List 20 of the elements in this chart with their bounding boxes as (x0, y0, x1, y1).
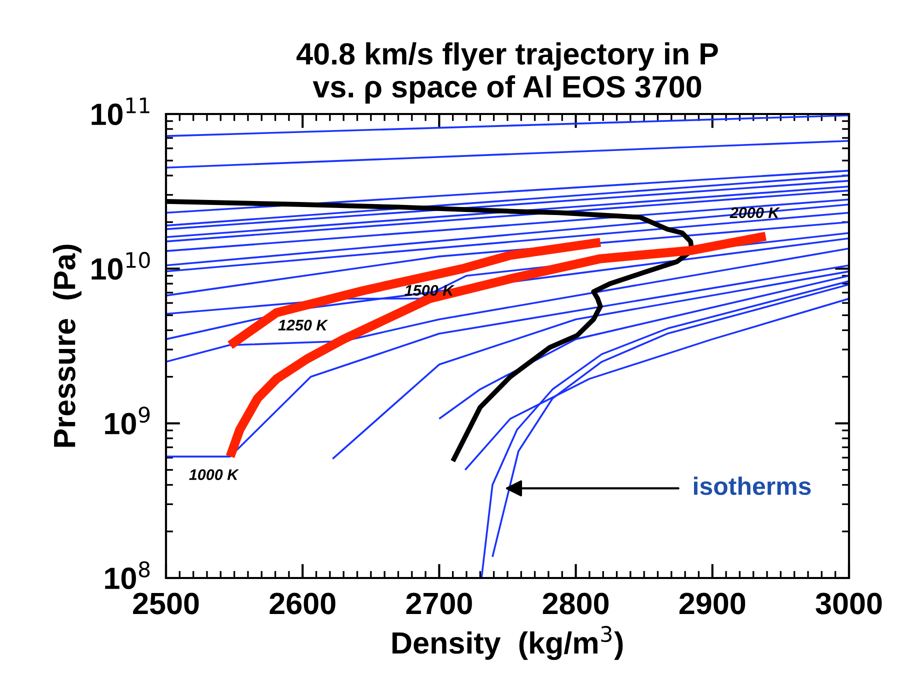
y-tick-label: 10$^{8}$ (105, 561, 150, 590)
y-tick-label: 10$^{9}$ (105, 406, 150, 434)
x-axis-title: Density (kg/m$^{3}$) (392, 626, 623, 660)
x-tick-label: 2900 (679, 592, 746, 614)
x-tick-label: 2800 (542, 592, 609, 614)
y-axis-title: Pressure (Pa) (52, 244, 82, 447)
y-tick-label: 10$^{10}$ (92, 252, 150, 280)
annotation: 1250 K (278, 320, 328, 331)
annotation: 1000 K (189, 469, 240, 480)
line-series (166, 264, 849, 458)
x-tick-label: 3000 (816, 592, 882, 614)
x-tick-label: 2600 (270, 592, 336, 614)
x-tick-label: 2700 (406, 592, 472, 614)
line-series (438, 274, 849, 420)
line-series (332, 270, 849, 460)
line-series (166, 248, 849, 363)
chart-title: 40.8 km/s flyer trajectory in P vs. ρ space of Al EOS 3700 (296, 42, 718, 104)
y-tick-label: 10$^{11}$ (92, 98, 150, 126)
x-tick-label: 2500 (133, 592, 199, 614)
annotation: isotherms (694, 476, 811, 496)
